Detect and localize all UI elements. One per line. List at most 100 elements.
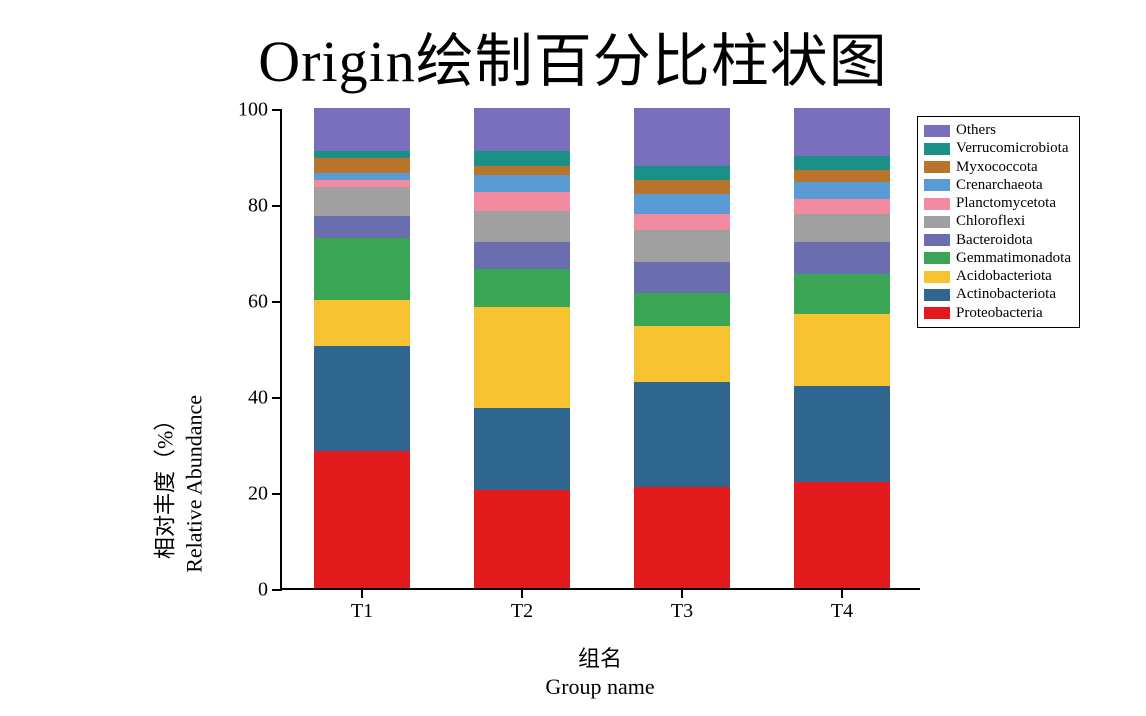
segment-Myxococcota (634, 180, 730, 194)
segment-Bacteroidota (634, 262, 730, 293)
legend-label: Actinobacteriota (956, 286, 1056, 303)
segment-Others (794, 108, 890, 156)
x-tick-label: T2 (511, 588, 533, 623)
x-tick-label: T4 (831, 588, 853, 623)
segment-Proteobacteria (474, 490, 570, 588)
segment-Actinobacteriota (794, 386, 890, 482)
segment-Verrucomicrobiota (794, 156, 890, 170)
y-axis-label-cn: 相对丰度（%） (152, 409, 177, 559)
y-tick-label: 100 (238, 99, 282, 122)
x-axis-label: 组名 Group name (545, 645, 654, 702)
segment-Gemmatimonadota (794, 274, 890, 315)
segment-Verrucomicrobiota (314, 151, 410, 158)
legend-item-Myxococcota: Myxococcota (924, 159, 1071, 176)
x-tick-label: T1 (351, 588, 373, 623)
chart-container: 相对丰度（%） Relative Abundance OthersVerruco… (190, 100, 1010, 690)
legend-swatch (924, 307, 950, 319)
legend-label: Myxococcota (956, 159, 1038, 176)
legend-label: Others (956, 122, 996, 139)
segment-Planctomycetota (634, 214, 730, 231)
segment-Crenarchaeota (314, 173, 410, 180)
segment-Crenarchaeota (474, 175, 570, 192)
legend-item-Others: Others (924, 122, 1071, 139)
segment-Planctomycetota (314, 180, 410, 187)
segment-Acidobacteriota (634, 326, 730, 381)
legend-item-Planctomycetota: Planctomycetota (924, 195, 1071, 212)
legend-swatch (924, 179, 950, 191)
legend-swatch (924, 271, 950, 283)
y-axis-label: 相对丰度（%） Relative Abundance (151, 395, 208, 573)
segment-Actinobacteriota (314, 346, 410, 452)
legend-swatch (924, 143, 950, 155)
y-tick-label: 20 (248, 483, 282, 506)
x-axis-label-cn: 组名 (578, 646, 622, 671)
legend-swatch (924, 198, 950, 210)
segment-Bacteroidota (474, 242, 570, 268)
segment-Acidobacteriota (794, 314, 890, 386)
segment-Crenarchaeota (794, 182, 890, 199)
legend-label: Verrucomicrobiota (956, 140, 1068, 157)
bar-T2 (474, 108, 570, 588)
segment-Chloroflexi (634, 230, 730, 261)
legend-item-Crenarchaeota: Crenarchaeota (924, 177, 1071, 194)
segment-Planctomycetota (794, 199, 890, 213)
segment-Proteobacteria (634, 487, 730, 588)
segment-Crenarchaeota (634, 194, 730, 213)
segment-Myxococcota (314, 158, 410, 172)
segment-Gemmatimonadota (474, 269, 570, 307)
y-axis-label-en: Relative Abundance (181, 395, 206, 573)
legend-label: Bacteroidota (956, 232, 1033, 249)
legend-swatch (924, 161, 950, 173)
segment-Proteobacteria (794, 482, 890, 588)
legend-swatch (924, 289, 950, 301)
legend-item-Chloroflexi: Chloroflexi (924, 213, 1071, 230)
x-axis-label-en: Group name (545, 674, 654, 699)
y-tick-label: 80 (248, 195, 282, 218)
legend-swatch (924, 216, 950, 228)
segment-Proteobacteria (314, 451, 410, 588)
legend: OthersVerrucomicrobiota MyxococcotaCrenar… (917, 116, 1080, 328)
segment-Myxococcota (794, 170, 890, 182)
segment-Verrucomicrobiota (474, 151, 570, 165)
segment-Acidobacteriota (474, 307, 570, 408)
bar-T4 (794, 108, 890, 588)
segment-Others (474, 108, 570, 151)
segment-Chloroflexi (794, 214, 890, 243)
segment-Chloroflexi (314, 187, 410, 216)
y-tick-label: 0 (258, 579, 282, 602)
legend-label: Planctomycetota (956, 195, 1056, 212)
legend-item-Acidobacteriota: Acidobacteriota (924, 268, 1071, 285)
segment-Bacteroidota (794, 242, 890, 273)
legend-label: Crenarchaeota (956, 177, 1043, 194)
y-tick-label: 40 (248, 387, 282, 410)
legend-item-Bacteroidota: Bacteroidota (924, 232, 1071, 249)
segment-Actinobacteriota (474, 408, 570, 490)
segment-Others (634, 108, 730, 166)
segment-Myxococcota (474, 166, 570, 176)
legend-item-Proteobacteria: Proteobacteria (924, 305, 1071, 322)
segment-Verrucomicrobiota (634, 166, 730, 180)
segment-Actinobacteriota (634, 382, 730, 488)
legend-item-Gemmatimonadota: Gemmatimonadota (924, 250, 1071, 267)
legend-label: Acidobacteriota (956, 268, 1052, 285)
segment-Chloroflexi (474, 211, 570, 242)
segment-Bacteroidota (314, 216, 410, 238)
bar-T3 (634, 108, 730, 588)
legend-item-Verrucomicrobiota: Verrucomicrobiota (924, 140, 1071, 157)
legend-item-Actinobacteriota: Actinobacteriota (924, 286, 1071, 303)
bar-T1 (314, 108, 410, 588)
legend-swatch (924, 234, 950, 246)
legend-swatch (924, 125, 950, 137)
y-tick-label: 60 (248, 291, 282, 314)
x-tick-label: T3 (671, 588, 693, 623)
legend-swatch (924, 252, 950, 264)
legend-label: Gemmatimonadota (956, 250, 1071, 267)
segment-Acidobacteriota (314, 300, 410, 346)
segment-Others (314, 108, 410, 151)
segment-Gemmatimonadota (634, 293, 730, 327)
legend-label: Proteobacteria (956, 305, 1043, 322)
segment-Planctomycetota (474, 192, 570, 211)
legend-label: Chloroflexi (956, 213, 1025, 230)
segment-Gemmatimonadota (314, 238, 410, 300)
plot-area: OthersVerrucomicrobiotaMyxococcotaCrenar… (280, 110, 920, 590)
